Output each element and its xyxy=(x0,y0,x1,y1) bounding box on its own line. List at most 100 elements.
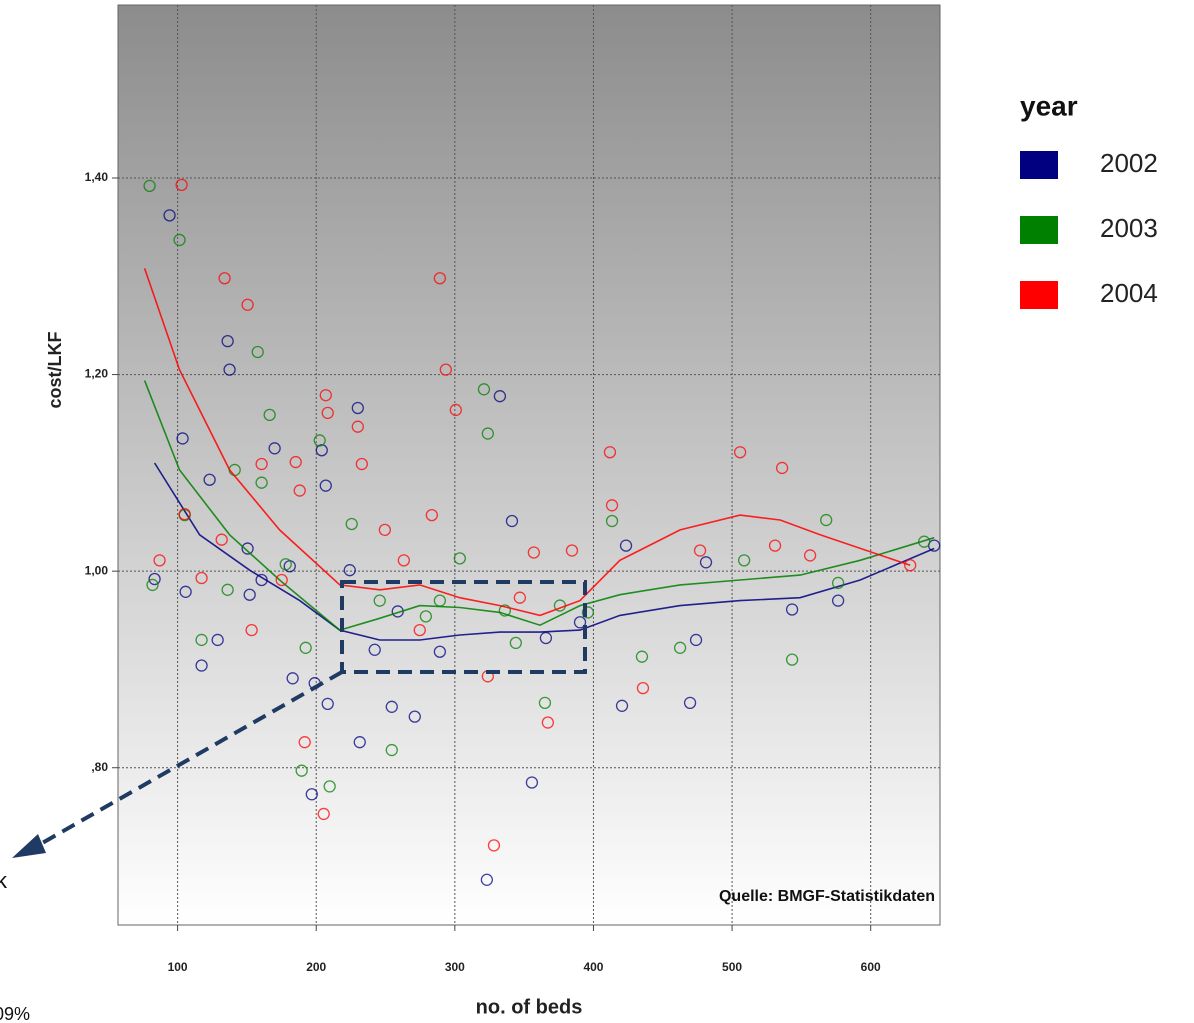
highlight-box xyxy=(340,580,587,674)
point xyxy=(733,446,747,459)
grid xyxy=(118,5,940,925)
point xyxy=(351,401,364,415)
legend-title: year xyxy=(1020,90,1078,121)
point xyxy=(221,583,234,596)
point xyxy=(268,442,281,455)
point xyxy=(255,476,268,489)
x-tick-label: 400 xyxy=(583,960,603,974)
point xyxy=(673,641,687,654)
point xyxy=(263,408,276,422)
point xyxy=(904,559,917,572)
cropped-text: k xyxy=(0,868,8,893)
point xyxy=(323,780,336,793)
point xyxy=(221,335,234,348)
point xyxy=(425,508,438,522)
legend-swatch xyxy=(1020,216,1058,244)
point xyxy=(408,710,421,723)
legend-label: 2004 xyxy=(1100,278,1158,308)
point xyxy=(619,539,633,552)
point xyxy=(255,573,268,587)
point xyxy=(218,272,231,285)
point xyxy=(351,420,364,433)
point xyxy=(683,696,697,710)
point xyxy=(737,554,751,567)
point xyxy=(195,659,208,672)
point xyxy=(605,499,619,512)
point xyxy=(279,558,292,571)
point xyxy=(525,776,539,789)
point xyxy=(223,363,236,376)
point xyxy=(368,643,381,656)
point xyxy=(775,461,789,475)
point xyxy=(413,623,426,637)
point xyxy=(319,389,332,402)
point xyxy=(305,788,318,801)
x-tick-label: 100 xyxy=(168,960,188,974)
legend-swatch xyxy=(1020,281,1058,309)
point xyxy=(785,653,799,666)
x-tick-label: 600 xyxy=(861,960,881,974)
point xyxy=(321,406,334,420)
y-axis-title: cost/LKF xyxy=(45,331,65,408)
point xyxy=(195,633,208,647)
fit-line xyxy=(153,462,935,641)
source-note: Quelle: BMGF-Statistikdaten xyxy=(719,888,935,905)
point xyxy=(313,434,326,447)
point xyxy=(345,517,358,531)
point xyxy=(343,564,356,577)
point xyxy=(785,603,799,616)
point xyxy=(203,473,216,486)
fit-line xyxy=(143,268,911,617)
point xyxy=(505,514,519,528)
point xyxy=(289,455,302,469)
point xyxy=(176,432,189,445)
point xyxy=(215,533,228,546)
point xyxy=(317,807,330,821)
point xyxy=(433,594,447,607)
point xyxy=(293,484,306,497)
plot-area xyxy=(117,4,941,926)
point xyxy=(251,345,264,359)
point xyxy=(241,298,254,311)
point xyxy=(605,514,619,528)
point xyxy=(385,743,398,757)
point xyxy=(768,539,782,552)
point xyxy=(439,363,452,376)
point xyxy=(636,681,650,695)
point xyxy=(146,578,159,592)
legend-label: 2003 xyxy=(1100,213,1158,243)
point xyxy=(243,588,256,601)
point xyxy=(635,650,649,663)
point xyxy=(831,576,845,590)
point xyxy=(831,594,845,607)
point xyxy=(493,390,507,403)
point xyxy=(509,636,522,650)
x-tick-label: 200 xyxy=(306,960,326,974)
point xyxy=(689,633,703,647)
point xyxy=(179,585,192,598)
y-tick-label: 1,00 xyxy=(85,563,109,577)
y-tick-label: 1,40 xyxy=(85,170,109,184)
point xyxy=(195,571,208,585)
cropped-text: 09% xyxy=(0,1004,30,1023)
point xyxy=(487,839,501,852)
point xyxy=(449,403,462,417)
point xyxy=(581,606,595,619)
point xyxy=(481,427,494,440)
point xyxy=(820,513,833,527)
point xyxy=(353,736,366,749)
point xyxy=(603,446,617,459)
point xyxy=(433,272,447,285)
point xyxy=(565,544,579,557)
point xyxy=(539,631,553,645)
point xyxy=(299,641,312,654)
point xyxy=(541,716,555,729)
point xyxy=(173,233,186,247)
point xyxy=(453,552,466,565)
y-tick-label: 1,20 xyxy=(85,367,109,381)
point xyxy=(573,616,587,629)
arrow-head xyxy=(12,834,46,858)
point xyxy=(275,573,288,587)
marks xyxy=(143,178,941,886)
